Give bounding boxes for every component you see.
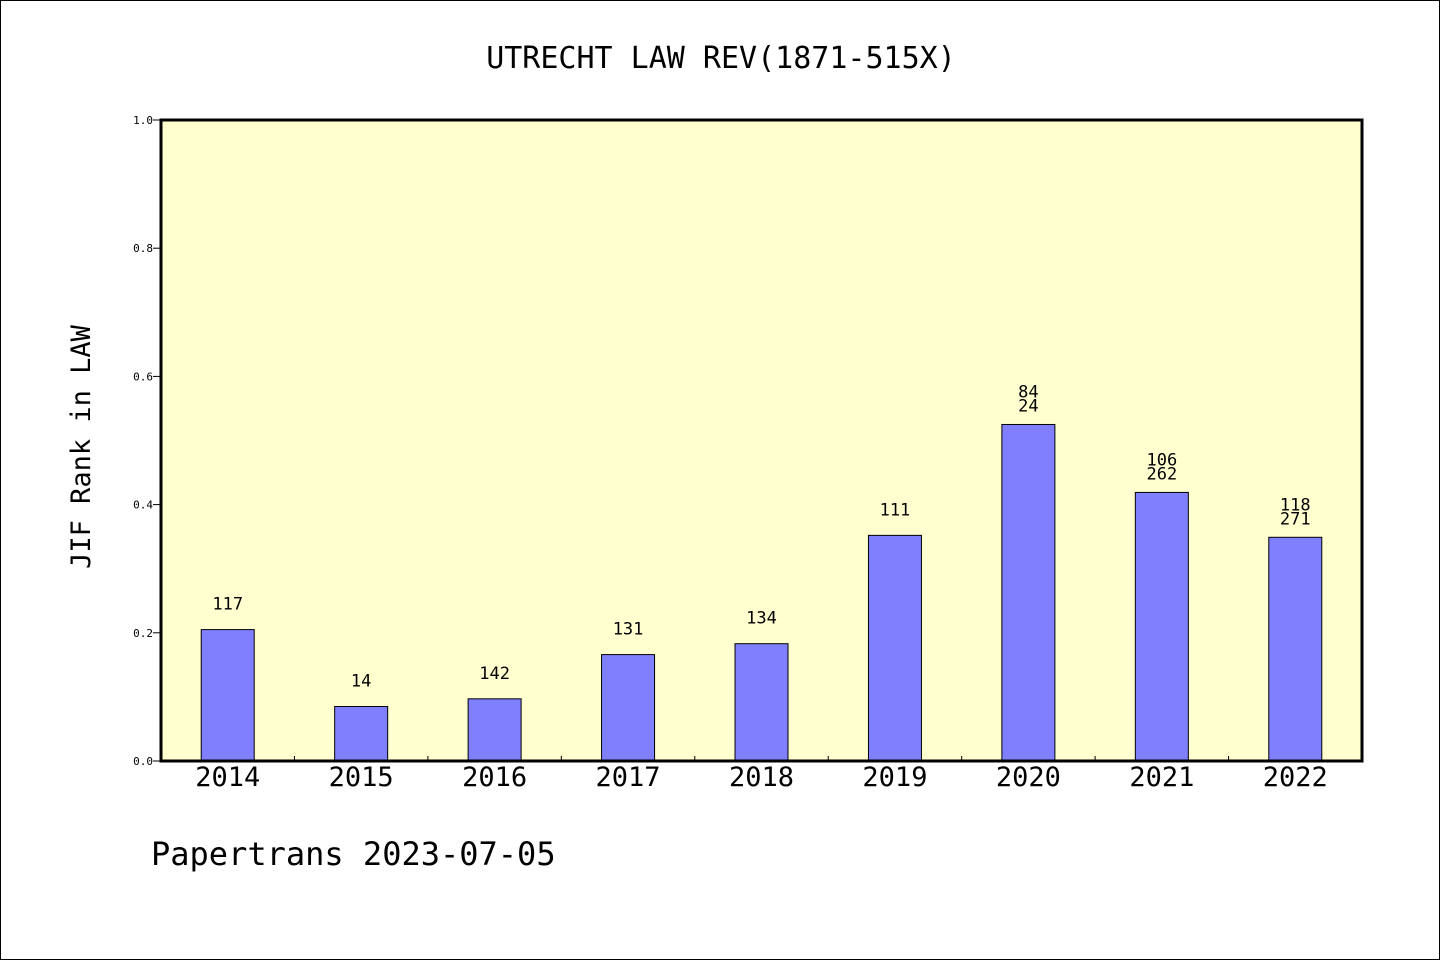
y-tick-label: 0.4 [133, 499, 153, 512]
bar-value-label: 134 [746, 609, 777, 629]
bar [467, 698, 522, 762]
y-axis-label: JIF Rank in LAW [66, 324, 97, 569]
y-tick-label: 0.8 [133, 242, 153, 255]
bar-value-label: 142 [479, 664, 510, 684]
bar-value-label: 262 [1146, 464, 1177, 484]
bar-value-label: 84 [1018, 382, 1038, 402]
bar [867, 534, 922, 762]
x-tick-label: 2017 [596, 762, 661, 793]
bar-value-label: 24 [1018, 396, 1038, 416]
bar-value-label: 106 [1146, 450, 1177, 470]
x-tick-label: 2022 [1263, 762, 1328, 793]
bar-value-label: 111 [880, 500, 911, 520]
bar-value-label: 118 [1280, 495, 1311, 515]
bar-value-label: 131 [613, 620, 644, 640]
bar-value-label: 271 [1280, 509, 1311, 529]
x-tick-label: 2018 [729, 762, 794, 793]
x-tick-label: 2016 [462, 762, 527, 793]
bar-value-label: 117 [212, 595, 243, 615]
y-axis: 0.0 0.2 0.4 0.6 0.8 1.0 [133, 114, 161, 768]
x-tick-label: 2019 [862, 762, 927, 793]
bar [1001, 423, 1056, 762]
y-tick-label: 1.0 [133, 114, 153, 127]
y-tick-label: 0.6 [133, 370, 153, 383]
chart-title: UTRECHT LAW REV(1871-515X) [486, 41, 956, 76]
plot-border [159, 118, 1364, 763]
bar [1134, 491, 1189, 762]
x-axis: 2014 2015 2016 2017 2018 2019 2020 2021 2022 [195, 756, 1328, 793]
y-tick-label: 0.2 [133, 627, 153, 640]
x-tick-label: 2020 [996, 762, 1061, 793]
watermark-text: Papertrans 2023-07-05 [151, 835, 556, 873]
x-tick-label: 2015 [329, 762, 394, 793]
bar-value-label: 14 [351, 672, 371, 692]
bar [200, 629, 255, 762]
bar [734, 643, 789, 762]
bar [334, 706, 389, 762]
bar [1268, 536, 1323, 762]
y-tick-label: 0.0 [133, 755, 153, 768]
x-tick-label: 2021 [1129, 762, 1194, 793]
bar [601, 654, 656, 762]
x-tick-label: 2014 [195, 762, 260, 793]
